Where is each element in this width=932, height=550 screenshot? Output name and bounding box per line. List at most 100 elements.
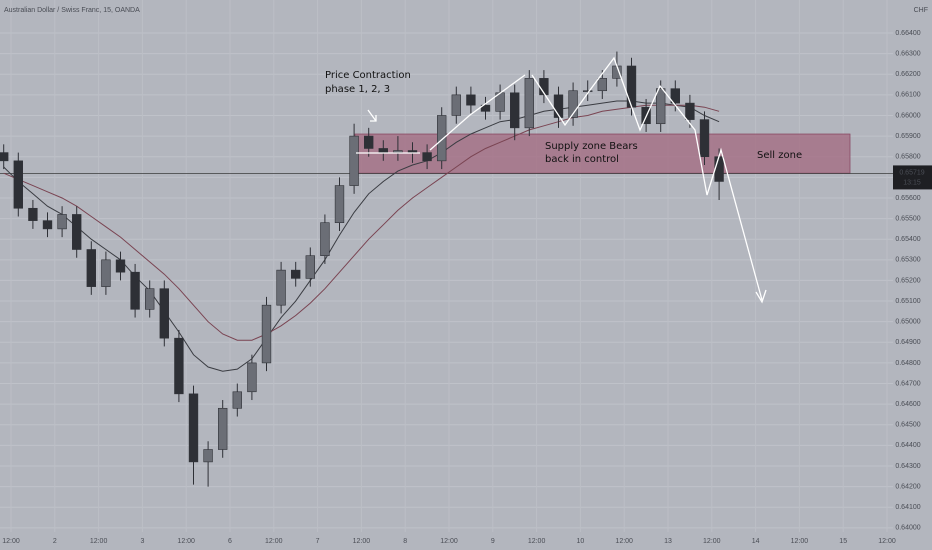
y-tick-label: 0.65000 xyxy=(895,319,920,326)
y-tick-label: 0.64800 xyxy=(895,360,920,367)
y-tick-label: 0.65300 xyxy=(895,257,920,264)
candle-body xyxy=(437,115,447,162)
candle-body xyxy=(101,259,111,287)
candle-body xyxy=(305,255,315,279)
y-tick-label: 0.66300 xyxy=(895,50,920,57)
candle-body xyxy=(159,288,169,339)
y-tick-label: 0.64100 xyxy=(895,504,920,511)
candle-body xyxy=(188,393,199,463)
candle-body xyxy=(320,222,330,256)
y-tick-label: 0.64900 xyxy=(895,339,920,346)
candle-body xyxy=(130,271,140,310)
x-tick-label: 10 xyxy=(577,538,585,545)
candle-body xyxy=(466,94,476,106)
candle-body xyxy=(583,90,593,93)
y-tick-label: 0.64300 xyxy=(895,463,920,470)
candle-body xyxy=(174,337,184,395)
candle-body xyxy=(334,185,345,223)
y-tick-label: 0.66400 xyxy=(895,30,920,37)
annotation: phase 1, 2, 3 xyxy=(325,84,390,95)
drawing-line xyxy=(429,74,526,151)
x-tick-label: 12:00 xyxy=(791,538,809,545)
y-tick-label: 0.64200 xyxy=(895,483,920,490)
candle-body xyxy=(28,207,38,221)
candle-body xyxy=(670,88,680,104)
y-tick-label: 0.66000 xyxy=(895,112,920,119)
x-tick-label: 14 xyxy=(752,538,760,545)
arrow xyxy=(367,109,377,122)
chart-title: Australian Dollar / Swiss Franc, 15, OAN… xyxy=(4,7,140,14)
y-tick-label: 0.65900 xyxy=(895,133,920,140)
x-tick-label: 3 xyxy=(140,538,144,545)
x-tick-label: 13 xyxy=(664,538,672,545)
candle-body xyxy=(553,94,564,118)
candle-body xyxy=(247,362,257,393)
annotation: Sell zone xyxy=(757,150,802,161)
candle-body xyxy=(203,449,213,463)
candle-body xyxy=(0,152,9,162)
x-tick-label: 12:00 xyxy=(90,538,108,545)
candle-body xyxy=(597,78,607,92)
x-tick-label: 12:00 xyxy=(878,538,896,545)
x-tick-label: 7 xyxy=(316,538,320,545)
x-tick-label: 9 xyxy=(491,538,495,545)
candle-body xyxy=(510,92,520,129)
candle-body xyxy=(218,407,228,450)
candle-body xyxy=(393,150,403,153)
x-tick-label: 8 xyxy=(403,538,407,545)
candle-body xyxy=(232,391,242,409)
candle-body xyxy=(364,135,374,149)
x-tick-label: 12:00 xyxy=(440,538,458,545)
x-tick-label: 2 xyxy=(53,538,57,545)
y-tick-label: 0.65500 xyxy=(895,215,920,222)
candle-body xyxy=(115,259,126,273)
annotation: Supply zone Bears xyxy=(545,141,638,152)
x-tick-label: 12:00 xyxy=(615,538,633,545)
y-tick-label: 0.64500 xyxy=(895,422,920,429)
candle-body xyxy=(349,135,359,186)
candle-body xyxy=(261,304,272,364)
x-tick-label: 12:00 xyxy=(2,538,20,545)
candle-body xyxy=(524,78,534,129)
annotation: back in control xyxy=(545,154,619,165)
candle-body xyxy=(42,220,53,230)
drawings xyxy=(356,56,767,304)
candle-body xyxy=(145,288,155,310)
candle-body xyxy=(86,249,96,287)
y-tick-label: 0.64600 xyxy=(895,401,920,408)
candle-body xyxy=(407,150,418,153)
candle-body xyxy=(656,88,666,125)
y-tick-label: 0.65800 xyxy=(895,154,920,161)
candle-body xyxy=(626,65,637,108)
y-tick-label: 0.64400 xyxy=(895,442,920,449)
price-label-box xyxy=(893,165,932,190)
candle-body xyxy=(451,94,461,116)
candle-body xyxy=(568,90,578,118)
y-tick-label: 0.65200 xyxy=(895,277,920,284)
x-tick-label: 12:00 xyxy=(528,538,546,545)
y-tick-label: 0.64700 xyxy=(895,380,920,387)
x-tick-label: 12:00 xyxy=(353,538,371,545)
moving-average xyxy=(3,104,720,341)
countdown: 13:15 xyxy=(903,179,921,186)
candle-body xyxy=(714,156,724,182)
x-tick-label: 12:00 xyxy=(703,538,721,545)
y-tick-label: 0.65600 xyxy=(895,195,920,202)
arrow-head xyxy=(370,115,377,122)
candle-body xyxy=(378,148,388,153)
y-tick-label: 0.66200 xyxy=(895,71,920,78)
candle-body xyxy=(13,160,23,209)
x-tick-label: 6 xyxy=(228,538,232,545)
drawing-line xyxy=(531,56,763,301)
y-tick-label: 0.64000 xyxy=(895,525,920,532)
candle-body xyxy=(72,214,82,250)
y-tick-label: 0.66100 xyxy=(895,92,920,99)
candle-body xyxy=(699,119,710,158)
candle-body xyxy=(291,269,301,279)
candle-body xyxy=(276,269,286,306)
candle-body xyxy=(685,102,695,120)
x-tick-label: 15 xyxy=(839,538,847,545)
x-tick-label: 12:00 xyxy=(177,538,195,545)
